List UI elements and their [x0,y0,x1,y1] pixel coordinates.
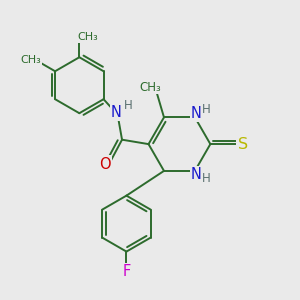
Text: O: O [99,157,111,172]
Text: CH₃: CH₃ [78,32,98,42]
Text: N: N [191,106,202,121]
Text: N: N [191,167,202,182]
Text: H: H [202,172,211,185]
Text: S: S [238,136,248,152]
Text: H: H [202,103,211,116]
Text: N: N [111,105,122,120]
Text: H: H [124,99,132,112]
Text: F: F [122,264,130,279]
Text: CH₃: CH₃ [140,80,162,94]
Text: CH₃: CH₃ [21,55,41,65]
